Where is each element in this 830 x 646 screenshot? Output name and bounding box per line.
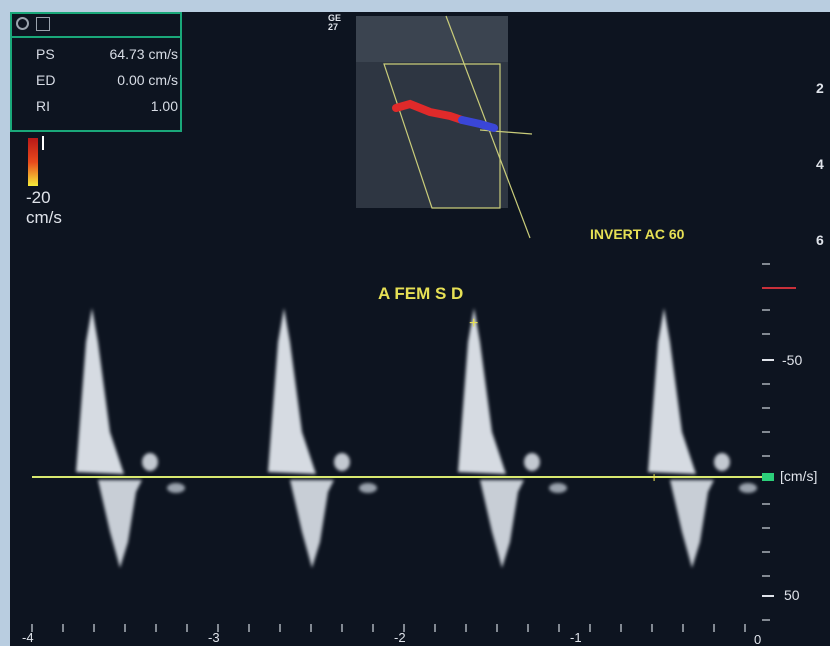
- time-label: -2: [394, 630, 406, 645]
- time-label: -4: [22, 630, 34, 645]
- measurement-value: 1.00: [150, 98, 178, 114]
- systolic-peak: [268, 308, 316, 474]
- measurement-panel: PS 64.73 cm/s ED 0.00 cm/s RI 1.00: [10, 12, 182, 132]
- measurement-tab-icon[interactable]: [36, 17, 50, 31]
- reverse-flow: [670, 480, 714, 568]
- doppler-waveforms: [76, 308, 757, 568]
- time-label: -3: [208, 630, 220, 645]
- measurement-value: 0.00 cm/s: [117, 72, 178, 88]
- diastolic-blip: [739, 483, 757, 493]
- reverse-flow: [480, 480, 524, 568]
- measurement-key: RI: [36, 98, 50, 114]
- color-scale-tick: [42, 136, 44, 150]
- velocity-upper-label: -50: [782, 352, 803, 368]
- depth-tick: 2: [816, 80, 824, 96]
- peak-marker: +: [469, 315, 478, 332]
- color-flow-blue: [458, 116, 498, 132]
- color-flow-red: [392, 99, 466, 124]
- reverse-flow: [98, 480, 142, 568]
- color-scale-value: -20: [26, 188, 51, 207]
- diastolic-blip: [142, 453, 158, 471]
- settings-label: INVERT AC 60: [590, 226, 685, 242]
- diastolic-blip: [549, 483, 567, 493]
- diastolic-blip: [334, 453, 350, 471]
- target-icon[interactable]: [16, 17, 29, 30]
- vessel-label: A FEM S D: [378, 284, 464, 303]
- diastolic-blip: [714, 453, 730, 471]
- depth-tick: 6: [816, 232, 824, 248]
- reverse-flow: [290, 480, 334, 568]
- measurement-ri: RI 1.00: [12, 98, 180, 120]
- bmode-image: [356, 15, 533, 239]
- systolic-peak: [648, 308, 696, 474]
- doppler-graphics: + +: [28, 15, 796, 632]
- time-label: 0: [754, 632, 762, 646]
- systolic-peak: [458, 308, 506, 474]
- time-axis-ticks: [31, 624, 746, 632]
- velocity-lower-label: 50: [784, 587, 800, 603]
- systolic-peak: [76, 308, 124, 474]
- cursor-plus: +: [650, 469, 658, 485]
- ultrasound-screen: + + PS 64.73 cm/s ED 0.00 cm/s RI 1.00 -…: [10, 12, 830, 646]
- time-label: -1: [570, 630, 582, 645]
- diastolic-blip: [167, 483, 185, 493]
- diastolic-blip: [359, 483, 377, 493]
- velocity-unit-label: [cm/s]: [780, 468, 818, 484]
- measurement-header: [12, 14, 182, 38]
- color-scale-bar: [28, 138, 38, 186]
- measurement-ed: ED 0.00 cm/s: [12, 72, 180, 94]
- probe-label: GE 27: [328, 13, 342, 32]
- velocity-scale-ticks: [762, 263, 774, 621]
- baseline-marker: [762, 473, 774, 481]
- measurement-value: 64.73 cm/s: [109, 46, 178, 62]
- depth-tick: 4: [816, 156, 824, 172]
- measurement-key: PS: [36, 46, 55, 62]
- measurement-key: ED: [36, 72, 56, 88]
- color-scale-unit: cm/s: [26, 208, 62, 227]
- measurement-ps: PS 64.73 cm/s: [12, 46, 180, 68]
- diastolic-blip: [524, 453, 540, 471]
